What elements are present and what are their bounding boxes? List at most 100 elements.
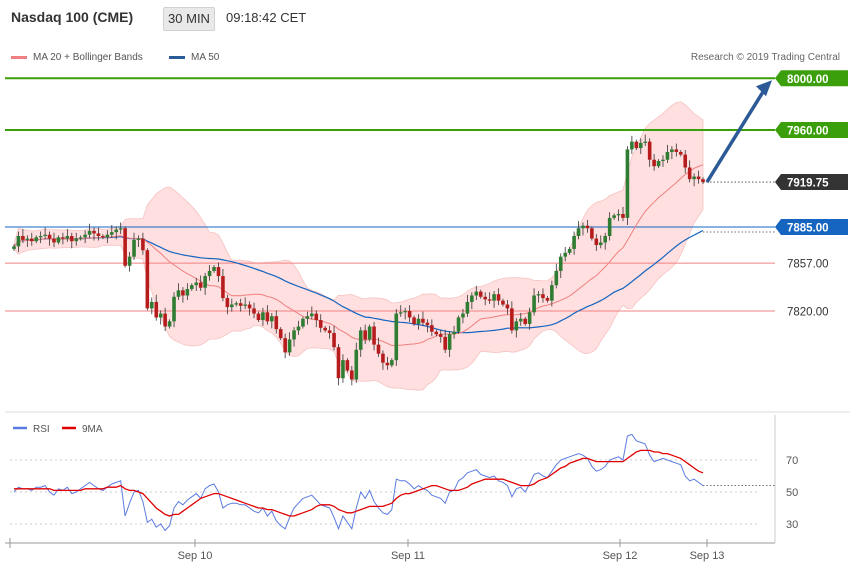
candle (665, 151, 670, 160)
candle (323, 327, 327, 331)
candle (532, 295, 536, 313)
candle (647, 141, 652, 160)
price-label-7960.00-text: 7960.00 (787, 126, 829, 138)
price-label-7960.00: 7960.00 (775, 122, 848, 138)
candle (332, 332, 336, 348)
candle (194, 282, 199, 286)
price-label-8000.00-box (775, 70, 848, 87)
candle (607, 217, 612, 237)
candle (425, 322, 430, 326)
x-tick-label-Sep-12: Sep 12 (603, 550, 638, 562)
candle (114, 229, 119, 233)
candle (341, 360, 345, 379)
candle (92, 230, 96, 234)
candle (176, 290, 181, 297)
candle (203, 276, 207, 288)
ma20-swatch (11, 56, 27, 59)
candle (278, 329, 283, 339)
candle (132, 239, 136, 257)
candle (381, 353, 385, 363)
candle (61, 237, 65, 239)
candle (87, 230, 92, 235)
candle (523, 318, 527, 324)
candle (474, 291, 479, 296)
candle (390, 360, 394, 366)
candle (683, 154, 688, 168)
candle (358, 330, 363, 350)
candle (270, 316, 274, 322)
candle (465, 301, 470, 314)
candle (109, 232, 114, 235)
candle (216, 267, 221, 277)
candle (456, 317, 461, 332)
candle (150, 301, 154, 309)
price-label-7857.00-text: 7857.00 (787, 259, 829, 271)
candle (225, 298, 230, 308)
candle (190, 285, 194, 290)
candle (496, 294, 501, 301)
candle (252, 308, 256, 314)
candle (572, 236, 576, 249)
candle (145, 250, 150, 309)
candle (287, 339, 292, 353)
timeframe-button[interactable]: 30 MIN (163, 7, 215, 31)
candle (585, 225, 590, 229)
candle (261, 312, 265, 321)
candle (318, 320, 323, 328)
projection-arrow-head (756, 80, 772, 97)
candle (541, 294, 545, 299)
candle (101, 236, 105, 238)
candle (336, 347, 341, 379)
candle (434, 331, 439, 335)
candle (230, 304, 234, 308)
candle (501, 300, 505, 305)
candle (16, 236, 21, 247)
price-label-7960.00-box (775, 122, 848, 138)
price-label-7820.00-box (775, 303, 848, 319)
candle (345, 360, 350, 371)
candle (558, 256, 563, 271)
candle (612, 215, 616, 218)
candle (656, 161, 661, 167)
candle (314, 313, 319, 321)
candle (421, 318, 425, 323)
candle (234, 303, 239, 305)
candle (43, 234, 47, 237)
price-label-7919.75-text: 7919.75 (787, 178, 829, 190)
ma20-line (13, 164, 704, 347)
candle (47, 234, 52, 239)
candle (363, 330, 367, 340)
candle (78, 237, 83, 239)
x-tick-label-Sep-11: Sep 11 (391, 550, 425, 562)
price-label-7885.00-text: 7885.00 (787, 222, 829, 234)
candle (158, 313, 163, 318)
price-label-7919.75-box (775, 174, 848, 191)
candle (243, 304, 247, 306)
candle (198, 282, 203, 288)
legend-ma50-label: MA 50 (191, 52, 220, 63)
legend-ma50: MA 50 (169, 52, 219, 63)
candle (616, 214, 621, 216)
candle (430, 325, 434, 332)
candle (83, 234, 87, 238)
candle (483, 296, 487, 300)
candle (447, 334, 452, 350)
candle (29, 238, 34, 242)
projection-arrow (705, 89, 766, 183)
price-label-7885.00-box (775, 218, 848, 235)
candle (661, 159, 665, 162)
candle (167, 321, 172, 327)
candle (630, 141, 634, 150)
candle (643, 141, 648, 143)
ma9-legend-label: 9MA (82, 424, 103, 435)
candle (394, 313, 399, 361)
candle (550, 285, 554, 301)
rsi-level-label-50: 50 (786, 487, 798, 499)
price-label-7820.00-text: 7820.00 (787, 307, 829, 319)
rsi-legend: RSI 9MA (13, 424, 103, 435)
candle (594, 238, 599, 246)
candle (56, 237, 61, 243)
candle (638, 142, 643, 149)
